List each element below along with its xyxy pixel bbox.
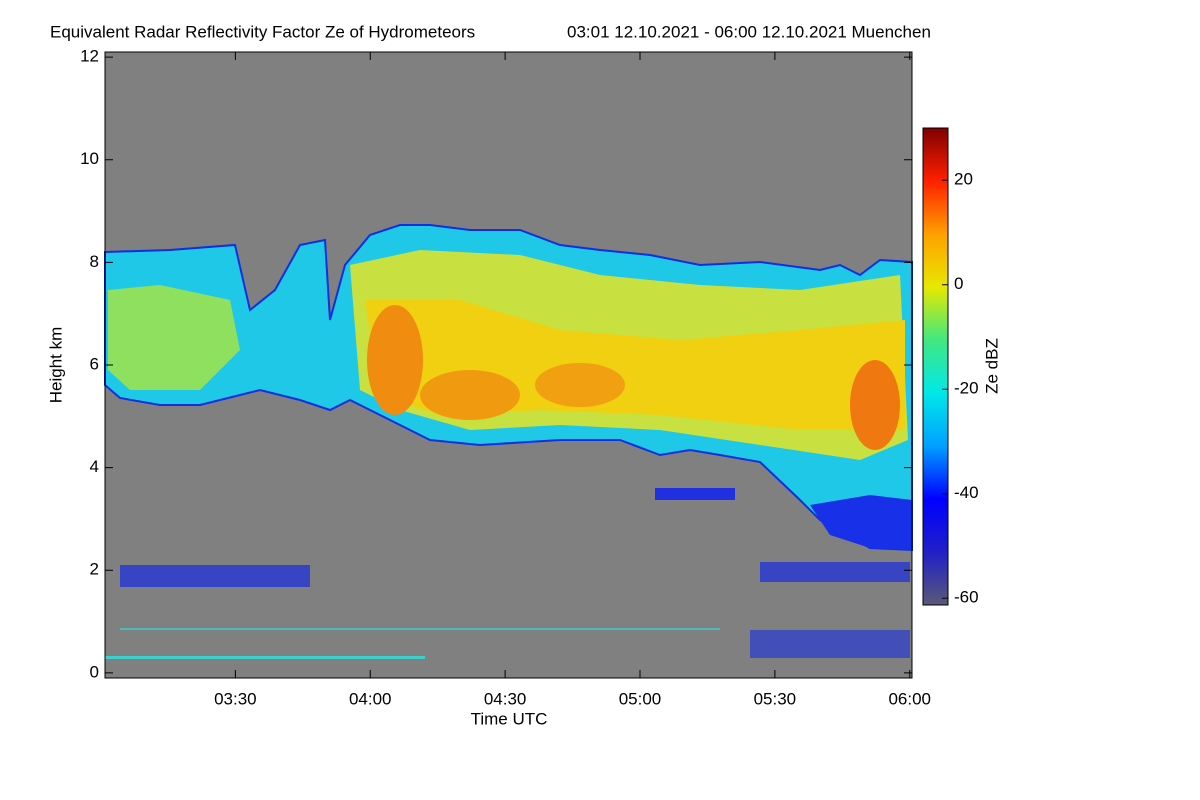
x-tick-label: 04:00 xyxy=(349,689,392,708)
x-tick-label: 06:00 xyxy=(888,689,931,708)
colorbar-tick-label: -60 xyxy=(954,588,979,607)
colorbar-tick-label: -20 xyxy=(954,379,979,398)
cloud-core xyxy=(535,363,625,407)
clutter-line xyxy=(105,656,425,659)
colorbar-tick-label: -40 xyxy=(954,483,979,502)
colorbar xyxy=(922,127,949,606)
y-tick-label: 12 xyxy=(80,47,99,66)
clutter-line xyxy=(120,628,720,630)
cloud-core xyxy=(420,370,520,420)
y-tick-label: 4 xyxy=(90,457,99,476)
y-tick-label: 6 xyxy=(90,354,99,373)
x-tick-label: 05:30 xyxy=(754,689,797,708)
y-tick-label: 8 xyxy=(90,252,99,271)
y-axis-label: Height km xyxy=(46,327,65,404)
radar-field xyxy=(104,224,913,659)
colorbar-tick-label: 20 xyxy=(954,170,973,189)
y-tick-label: 2 xyxy=(90,560,99,579)
cloud-core xyxy=(850,360,900,450)
cloud-core xyxy=(367,305,423,415)
x-axis-label: Time UTC xyxy=(471,709,548,728)
lower-echo xyxy=(760,562,910,582)
colorbar-label: Ze dBZ xyxy=(982,338,1001,394)
chart-title: Equivalent Radar Reflectivity Factor Ze … xyxy=(50,22,475,41)
x-tick-label: 05:00 xyxy=(619,689,662,708)
x-tick-label: 03:30 xyxy=(214,689,257,708)
colorbar-tick-label: 0 xyxy=(954,274,963,293)
lower-echo xyxy=(810,495,912,550)
chart-subtitle: 03:01 12.10.2021 - 06:00 12.10.2021 Muen… xyxy=(567,22,931,41)
lower-echo xyxy=(655,488,735,500)
cloud-inner xyxy=(108,285,240,390)
x-tick-label: 04:30 xyxy=(484,689,527,708)
lower-echo xyxy=(750,630,910,658)
y-tick-label: 10 xyxy=(80,149,99,168)
lower-echo xyxy=(120,565,310,587)
y-tick-label: 0 xyxy=(90,662,99,681)
